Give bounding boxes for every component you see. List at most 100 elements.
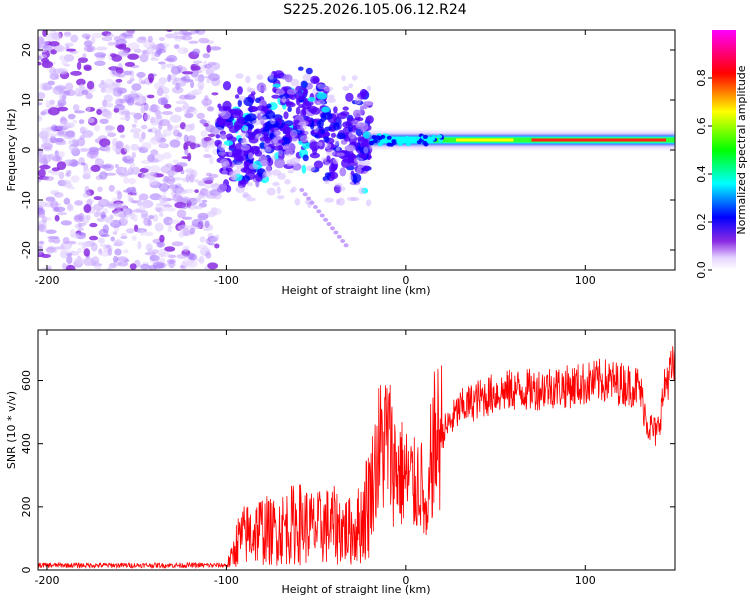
halo-blob: [275, 88, 285, 96]
noise-blob: [190, 65, 201, 71]
noise-blob: [129, 263, 137, 270]
noise-blob: [145, 172, 157, 180]
noise-blob: [41, 127, 50, 133]
snr-panel: -200 -100 0 100 0 200 400 600 Height of straig…: [5, 329, 676, 596]
turbulent-blob: [280, 136, 291, 147]
noise-blob: [38, 224, 47, 233]
streak-blob: [340, 239, 346, 243]
halo-blob: [241, 138, 248, 147]
noise-blob: [171, 241, 184, 247]
noise-blob: [115, 78, 123, 83]
noise-blob: [148, 264, 157, 270]
halo-blob: [276, 186, 281, 195]
noise-blob: [168, 183, 176, 191]
noise-blob: [165, 33, 175, 39]
noise-blob: [82, 53, 87, 59]
turbulent-blob: [239, 179, 249, 185]
noise-blob: [207, 133, 216, 137]
noise-blob: [123, 144, 130, 153]
noise-blob: [181, 205, 188, 210]
y-tick-label: -20: [20, 241, 33, 259]
halo-blob: [348, 83, 354, 88]
halo-blob: [235, 162, 245, 170]
noise-blob: [108, 184, 115, 192]
x-tick-label: -200: [34, 274, 59, 287]
noise-blob: [131, 123, 137, 128]
halo-blob: [235, 73, 244, 79]
x-tick-label: 0: [402, 574, 409, 587]
noise-blob: [196, 112, 205, 120]
colorbar-tick-label: 0.0: [695, 261, 708, 279]
noise-blob: [169, 126, 178, 130]
noise-blob: [181, 71, 194, 75]
halo-blob: [298, 121, 307, 127]
noise-blob: [65, 89, 76, 97]
halo-blob: [362, 160, 371, 167]
noise-blob: [196, 258, 204, 262]
noise-blob: [38, 61, 42, 66]
colorbar-gradient: [712, 30, 736, 270]
noise-blob: [132, 209, 143, 213]
noise-blob: [38, 201, 48, 208]
x-tick-label: 0: [402, 274, 409, 287]
noise-blob: [214, 234, 220, 240]
noise-blob: [140, 210, 149, 218]
turbulent-blob: [248, 105, 258, 112]
spectrogram-x-label: Height of straight line (km): [281, 284, 430, 297]
noise-blob: [122, 249, 129, 254]
noise-blob: [197, 244, 208, 249]
noise-blob: [188, 30, 198, 35]
halo-blob: [366, 85, 372, 92]
noise-blob: [83, 40, 93, 47]
noise-blob: [117, 124, 125, 133]
noise-blob: [45, 229, 57, 234]
noise-blob: [47, 236, 60, 239]
noise-blob: [95, 46, 108, 51]
noise-blob: [61, 60, 69, 66]
noise-blob: [117, 169, 129, 178]
noise-blob: [175, 188, 188, 195]
carrier-speckle: [408, 137, 414, 142]
noise-blob: [201, 199, 208, 203]
turbulent-blob: [283, 111, 289, 120]
carrier-speckle: [368, 141, 374, 146]
snr-x-ticks: -200 -100 0 100: [34, 330, 596, 587]
turbulent-blob: [264, 136, 271, 144]
colorbar-tick-label: 0.2: [695, 213, 708, 231]
noise-blob: [187, 205, 198, 210]
halo-blob: [345, 145, 355, 152]
turbulent-blob: [288, 143, 296, 152]
noise-blob: [54, 206, 66, 213]
noise-blob: [163, 204, 173, 208]
turbulent-blob: [274, 158, 285, 169]
noise-blob: [39, 164, 51, 170]
halo-blob: [365, 199, 372, 207]
halo-blob: [262, 115, 267, 123]
noise-blob: [57, 67, 68, 75]
noise-blob: [197, 212, 209, 221]
turbulent-blob: [215, 134, 221, 139]
halo-blob: [334, 139, 340, 146]
halo-blob: [270, 117, 276, 125]
halo-blob: [272, 181, 280, 187]
noise-blob: [100, 79, 105, 85]
snr-frame: [37, 329, 676, 571]
noise-blob: [187, 152, 192, 162]
noise-blob: [89, 235, 99, 241]
carrier-speckle: [377, 142, 383, 147]
noise-blob: [170, 190, 175, 197]
turbulent-blob: [254, 149, 263, 157]
noise-blob: [57, 212, 68, 216]
turbulent-blob: [272, 86, 277, 93]
noise-blob: [97, 186, 103, 193]
turbulent-blob: [278, 139, 285, 144]
turbulent-blob: [284, 74, 293, 83]
noise-blob: [127, 42, 140, 51]
halo-blob: [335, 198, 341, 205]
noise-blob: [131, 152, 136, 159]
noise-blob: [207, 242, 215, 246]
halo-blob: [238, 96, 246, 102]
noise-blob: [114, 248, 122, 256]
carrier-speckle: [431, 134, 437, 139]
noise-blob: [38, 36, 45, 44]
